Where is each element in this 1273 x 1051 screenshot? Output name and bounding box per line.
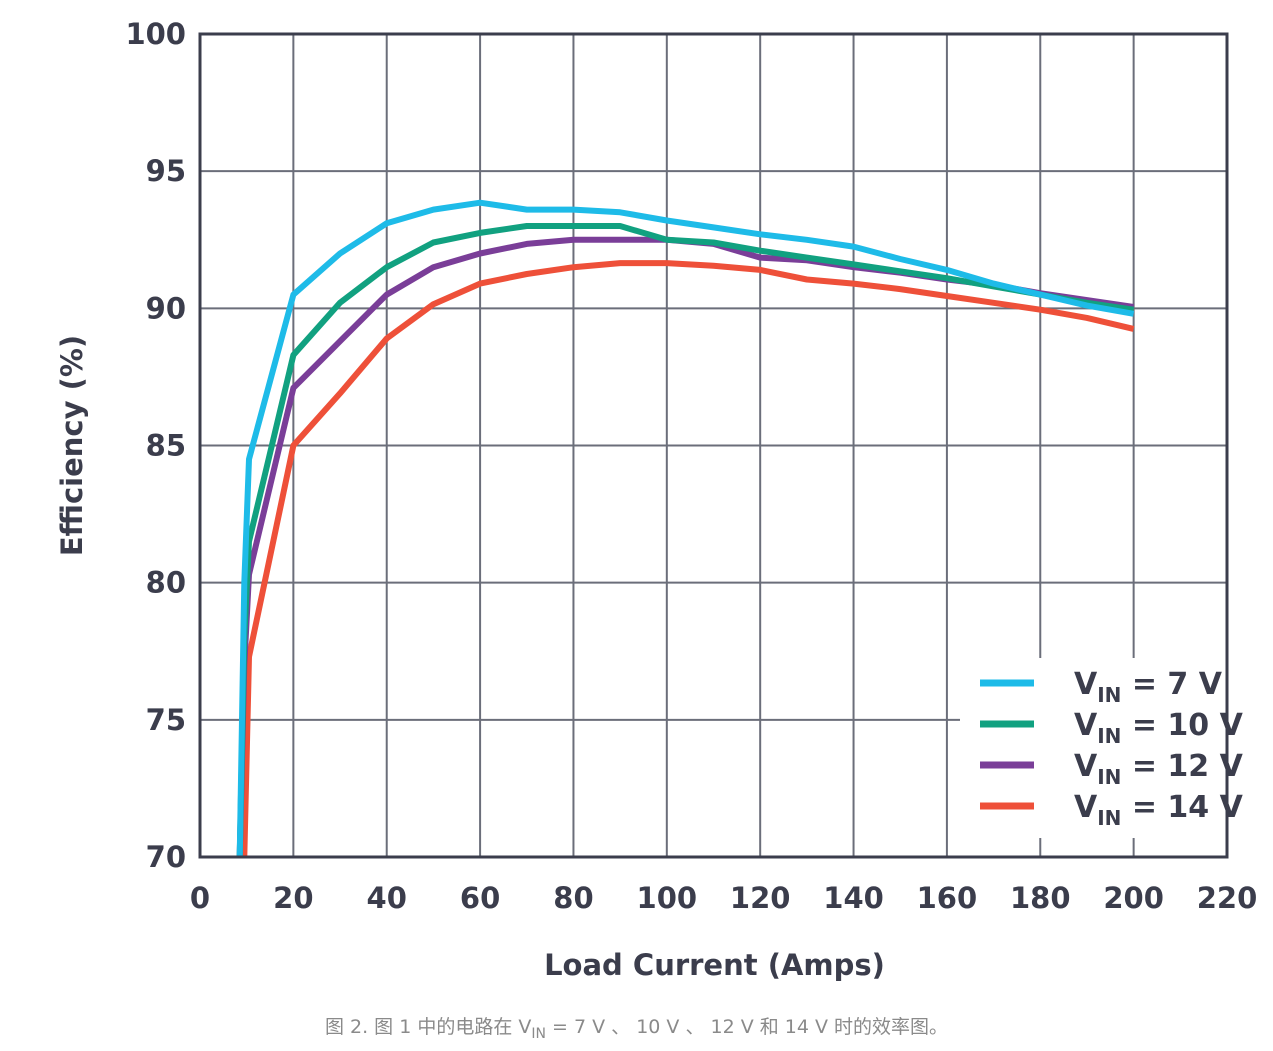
caption-suffix: = 7 V 、 10 V 、 12 V 和 14 V 时的效率图。	[545, 1016, 949, 1038]
x-tick-label: 200	[1103, 881, 1164, 915]
y-axis-label: Efficiency (%)	[55, 335, 89, 556]
y-tick-label: 85	[146, 429, 186, 463]
y-tick-label: 70	[146, 840, 186, 874]
x-tick-label: 160	[917, 881, 978, 915]
x-tick-label: 220	[1197, 881, 1258, 915]
y-tick-label: 90	[146, 291, 186, 325]
series-line-10v	[236, 223, 1135, 858]
x-tick-label: 20	[273, 881, 313, 915]
series-layer	[236, 199, 1135, 858]
series-line-7v	[236, 199, 1135, 858]
legend-entry: VIN = 14 V	[1074, 790, 1244, 830]
legend-entry: VIN = 12 V	[1074, 749, 1244, 789]
caption-subscript: IN	[531, 1026, 546, 1042]
x-tick-label: 180	[1010, 881, 1071, 915]
x-tick-label: 120	[730, 881, 791, 915]
x-tick-label: 0	[190, 881, 210, 915]
y-tick-label: 75	[146, 703, 186, 737]
x-tick-label: 100	[637, 881, 698, 915]
legend-entry: VIN = 7 V	[1074, 667, 1223, 707]
series-line-14v	[241, 260, 1135, 858]
y-tick-label: 80	[146, 566, 186, 600]
y-tick-labels: 70 75 80 85 90 95 100	[125, 17, 186, 874]
caption-prefix: 图 2. 图 1 中的电路在 V	[324, 1016, 532, 1038]
x-tick-label: 60	[460, 881, 500, 915]
legend-entry: VIN = 10 V	[1074, 708, 1244, 748]
x-tick-labels: 0 20 40 60 80 100 120 140 160 180 200 220	[190, 881, 1257, 915]
plot-frame	[198, 32, 1229, 859]
x-axis-label: Load Current (Amps)	[544, 948, 885, 982]
x-tick-label: 40	[367, 881, 407, 915]
x-tick-label: 140	[823, 881, 884, 915]
figure-caption: 图 2. 图 1 中的电路在 VIN = 7 V 、 10 V 、 12 V 和…	[0, 1012, 1273, 1042]
efficiency-chart: 0 20 40 60 80 100 120 140 160 180 200 220 70 75 80 85 9…	[55, 17, 1257, 982]
x-tick-label: 80	[553, 881, 593, 915]
y-tick-label: 100	[125, 17, 186, 51]
y-tick-label: 95	[146, 154, 186, 188]
